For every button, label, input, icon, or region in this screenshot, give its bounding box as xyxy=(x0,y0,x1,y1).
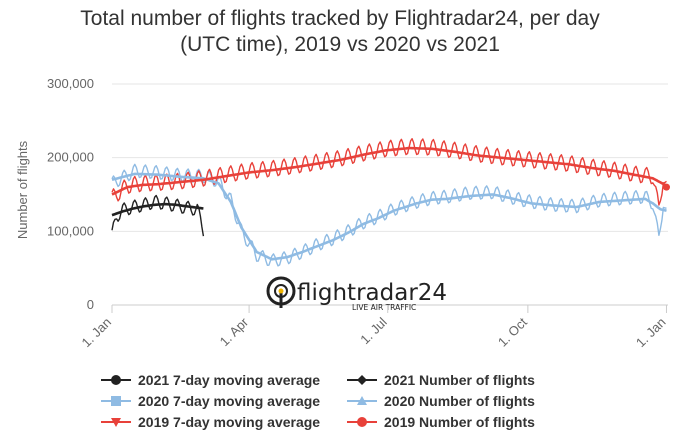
y-tick-label: 200,000 xyxy=(47,150,94,165)
legend: 2021 7-day moving average 2021 Number of … xyxy=(101,372,535,430)
grid xyxy=(112,83,668,306)
x-tick-label: 1. Oct xyxy=(495,314,530,349)
legend-marker-circle xyxy=(357,417,367,427)
legend-label: 2020 Number of flights xyxy=(384,393,535,409)
x-tick-label: 1. Apr xyxy=(217,314,252,349)
logo-tagline: LIVE AIR TRAFFIC xyxy=(352,303,416,312)
legend-item[interactable]: 2019 Number of flights xyxy=(347,414,535,430)
y-tick-label: 100,000 xyxy=(47,223,94,238)
legend-marker-triangle xyxy=(357,396,367,405)
y-tick-label: 0 xyxy=(87,297,94,312)
legend-item[interactable]: 2021 7-day moving average xyxy=(101,372,320,388)
series-2019-7-day-moving-average[interactable] xyxy=(111,146,668,196)
legend-marker-square xyxy=(111,396,121,406)
legend-item[interactable]: 2020 7-day moving average xyxy=(101,393,320,409)
legend-label: 2021 7-day moving average xyxy=(138,372,320,388)
legend-label: 2020 7-day moving average xyxy=(138,393,320,409)
legend-marker-circle xyxy=(111,375,121,385)
series-2020-number-of-flights[interactable] xyxy=(111,163,667,267)
y-axis-title: Number of flights xyxy=(15,140,30,239)
chart-title-line-2: (UTC time), 2019 vs 2020 vs 2021 xyxy=(180,33,500,56)
legend-label: 2021 Number of flights xyxy=(384,372,535,388)
legend-marker-triangle-down xyxy=(111,418,121,427)
y-axis: 0 100,000 200,000 300,000 xyxy=(47,76,94,312)
x-tick-label: 1. Jan xyxy=(633,315,669,351)
legend-item[interactable]: 2019 7-day moving average xyxy=(101,414,320,430)
series-2021-number-of-flights[interactable] xyxy=(111,194,205,237)
flightradar24-logo: flightradar24 LIVE AIR TRAFFIC xyxy=(266,276,447,312)
legend-item[interactable]: 2021 Number of flights xyxy=(347,372,535,388)
chart-title: Total number of flights tracked by Fligh… xyxy=(0,6,680,58)
series-layer xyxy=(111,138,670,267)
series-2019-end-marker xyxy=(662,183,670,191)
x-tick-label: 1. Jan xyxy=(78,315,114,351)
series-2019-number-of-flights[interactable] xyxy=(111,138,667,206)
y-tick-label: 300,000 xyxy=(47,76,94,91)
legend-marker-diamond xyxy=(357,375,367,385)
legend-item[interactable]: 2020 Number of flights xyxy=(347,393,535,409)
radar-icon xyxy=(266,276,296,308)
logo-brand: flightradar24 xyxy=(297,280,447,306)
legend-label: 2019 7-day moving average xyxy=(138,414,320,430)
series-2020-7-day-moving-average[interactable] xyxy=(111,172,667,261)
x-tick-label: 1. Jul xyxy=(357,314,390,347)
legend-label: 2019 Number of flights xyxy=(384,414,535,430)
chart-title-line-1: Total number of flights tracked by Fligh… xyxy=(80,7,600,30)
series-2021-7-day-moving-average[interactable] xyxy=(111,202,204,217)
